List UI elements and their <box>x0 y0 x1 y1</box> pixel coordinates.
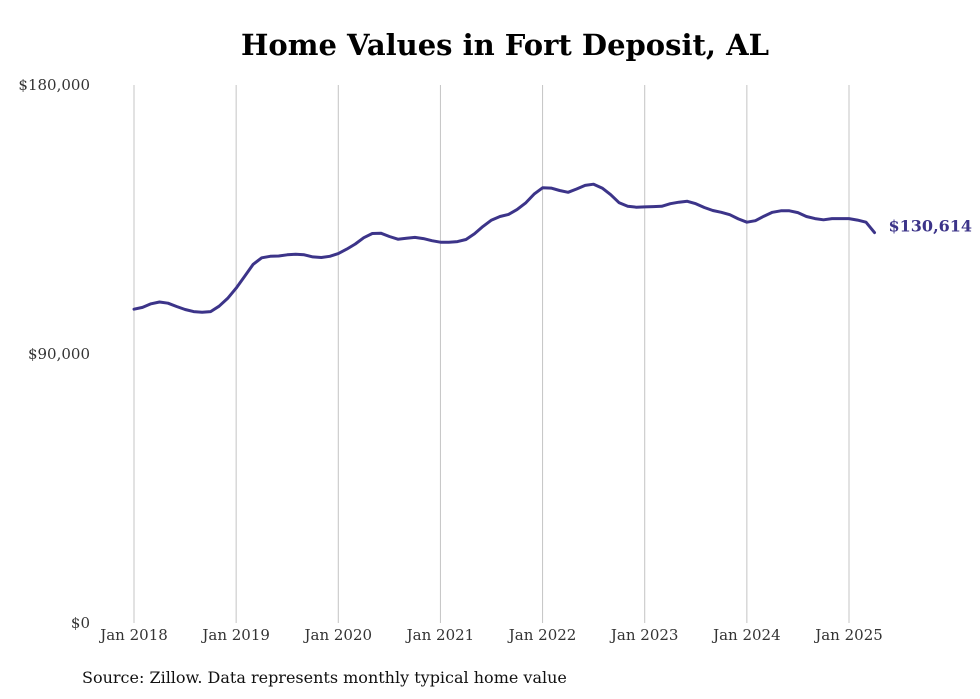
end-label-layer: $130,614 <box>889 217 973 236</box>
x-tick-label: Jan 2025 <box>813 626 883 644</box>
y-tick-label: $0 <box>71 614 90 632</box>
y-tick-label: $90,000 <box>28 345 90 363</box>
chart-title: Home Values in Fort Deposit, AL <box>241 28 769 62</box>
grid-lines <box>133 85 850 623</box>
series-layer <box>132 182 876 314</box>
x-axis-ticks: Jan 2018 Jan 2019 Jan 2020 Jan 2021 Jan 2022… <box>98 626 883 644</box>
x-tick-label: Jan 2019 <box>200 626 270 644</box>
x-tick-label: Jan 2023 <box>609 626 679 644</box>
end-value-label: $130,614 <box>889 217 973 236</box>
y-axis-ticks: $0 $90,000 $180,000 <box>18 76 90 632</box>
x-tick-label: Jan 2020 <box>303 626 373 644</box>
x-tick-label: Jan 2024 <box>711 626 781 644</box>
x-tick-label: Jan 2021 <box>405 626 475 644</box>
series-line-0 <box>132 182 876 314</box>
y-tick-label: $180,000 <box>18 76 90 94</box>
line-chart: $0$90,000$180,000 Jan 2018 Jan 2019 Jan 20… <box>18 76 973 644</box>
x-tick-label: Jan 2018 <box>98 626 168 644</box>
source-note: Source: Zillow. Data represents monthly … <box>82 668 567 687</box>
x-tick-label: Jan 2022 <box>507 626 577 644</box>
